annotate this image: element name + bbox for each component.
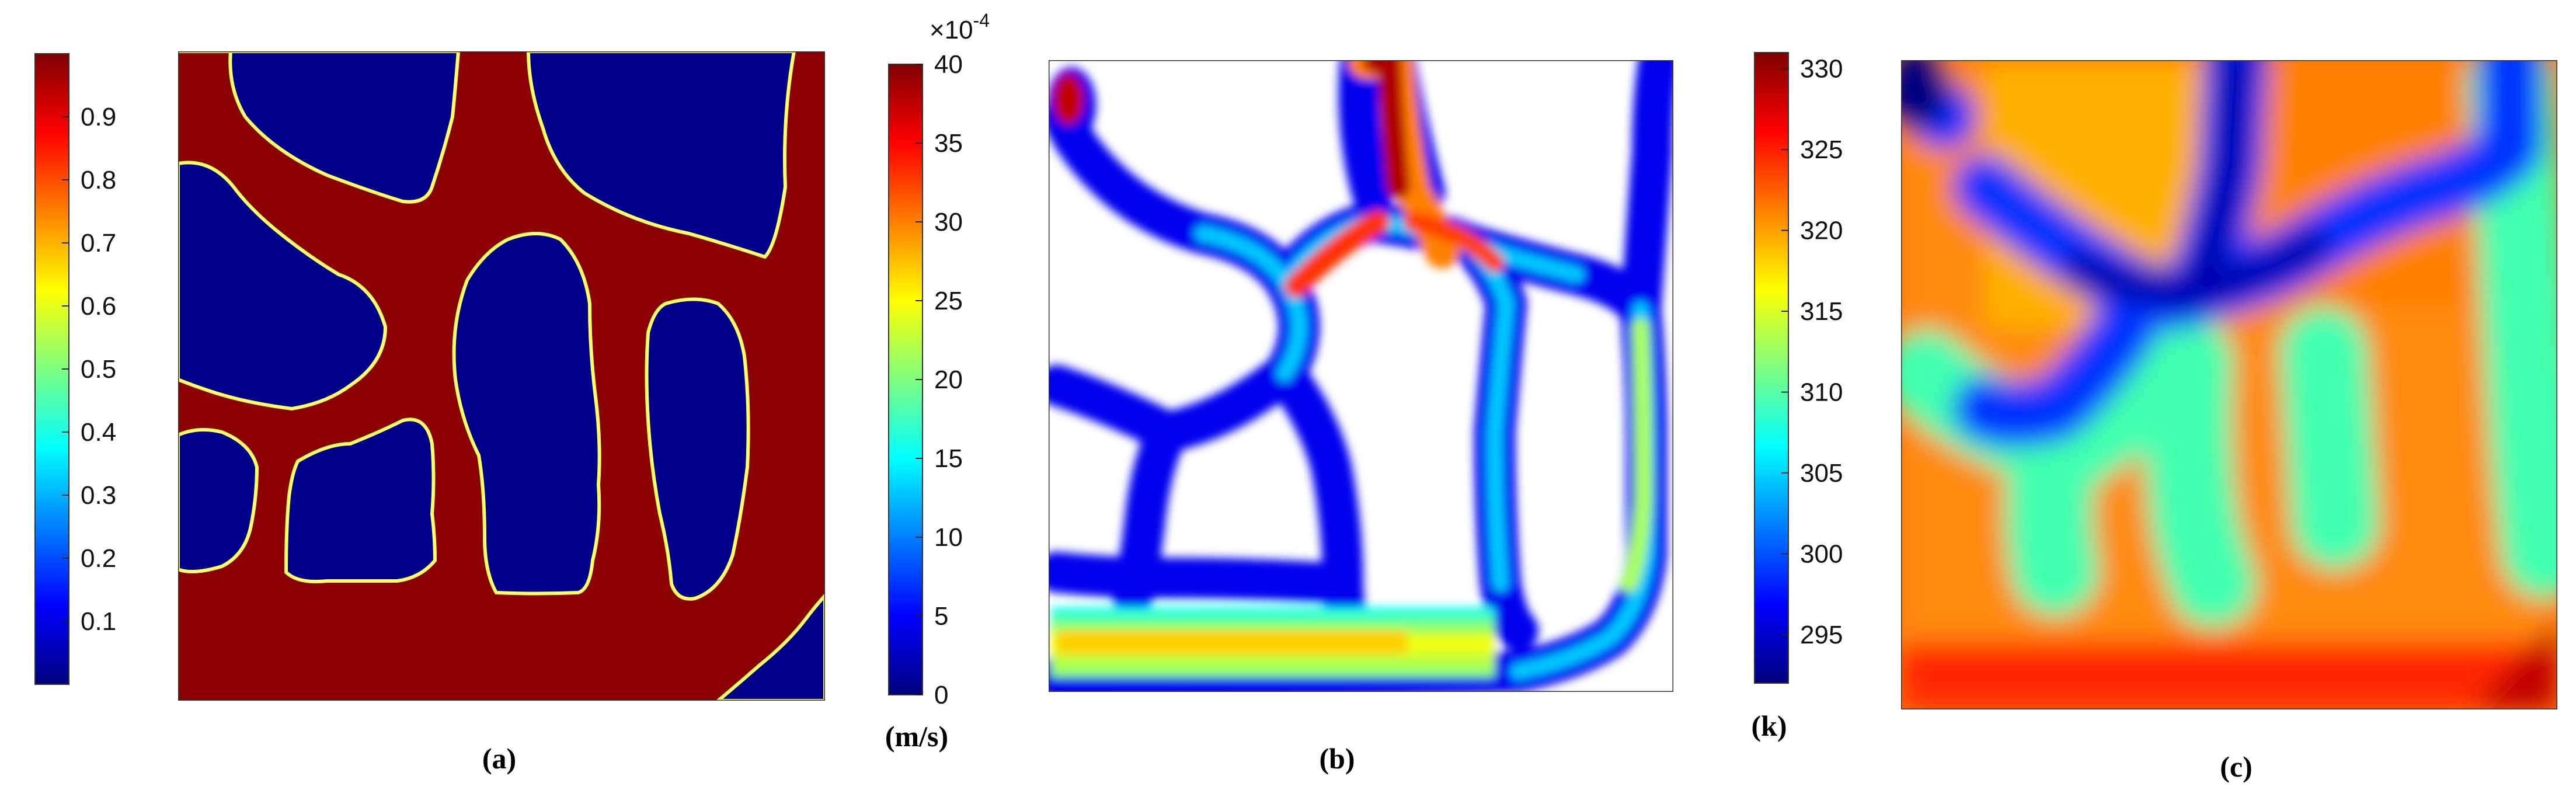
colorbar-a-ticks: 0.1 0.2 0.3 0.4 0.5 0.6 0.7 0.8 0.9 xyxy=(62,103,116,636)
colorbar-c-tick-label: 325 xyxy=(1800,135,1843,164)
caption-b: (b) xyxy=(1319,742,1355,775)
colorbar-c-ticks: 295 300 305 310 315 320 325 330 xyxy=(1781,55,1843,649)
colorbar-c-tick-label: 330 xyxy=(1800,55,1843,83)
velocity-field-b xyxy=(1049,60,1673,692)
unit-b: (m/s) xyxy=(885,720,948,753)
colorbar-b-tick-label: 30 xyxy=(934,208,963,236)
void-a-bottom-right-corner xyxy=(715,593,825,701)
colorbar-b-tick-label: 0 xyxy=(934,681,948,709)
colorbar-a-tick-label: 0.5 xyxy=(81,355,116,384)
void-a-top-left xyxy=(178,51,461,204)
colorbar-b-tick-label: 20 xyxy=(934,366,963,394)
void-a-center xyxy=(452,232,601,596)
colorbar-c-tick-label: 300 xyxy=(1800,540,1843,568)
colorbar-b-ticks: 0 5 10 15 20 25 30 35 40 xyxy=(915,50,963,709)
colorbar-b: ×10-4 0 5 10 15 20 25 30 35 40 xyxy=(888,10,990,709)
colorbar-a-tick-label: 0.2 xyxy=(81,544,116,573)
colorbar-a-tick-label: 0.6 xyxy=(81,292,116,321)
colorbar-b-tick-label: 25 xyxy=(934,287,963,315)
colorbar-a-tick-label: 0.8 xyxy=(81,166,116,194)
colorbar-c-gradient xyxy=(1754,52,1789,684)
colorbar-b-tick-label: 40 xyxy=(934,50,963,79)
colorbar-c-tick-label: 305 xyxy=(1800,459,1843,488)
colorbar-c-tick-label: 315 xyxy=(1800,297,1843,326)
colorbar-a-tick-label: 0.9 xyxy=(81,103,116,131)
unit-c: (k) xyxy=(1751,709,1787,742)
colorbar-a-tick-label: 0.3 xyxy=(81,481,116,510)
colorbar-a-tick-label: 0.4 xyxy=(81,418,116,447)
caption-c: (c) xyxy=(2220,750,2253,783)
void-regions-a xyxy=(178,51,825,701)
colorbar-b-tick-label: 5 xyxy=(934,602,948,631)
colorbar-a-tick-label: 0.7 xyxy=(81,229,116,257)
void-a-right xyxy=(645,297,750,601)
colorbar-b-tick-label: 10 xyxy=(934,523,963,552)
colorbar-b-tick-label: 35 xyxy=(934,129,963,158)
colorbar-c: 295 300 305 310 315 320 325 330 xyxy=(1754,52,1843,684)
void-a-mid-left xyxy=(178,161,388,411)
void-a-top-right xyxy=(526,51,796,259)
colorbar-b-multiplier: ×10-4 xyxy=(930,10,990,44)
colorbar-a-tick-label: 0.1 xyxy=(81,607,116,636)
heatmap-b xyxy=(1049,60,1673,692)
heatmap-a xyxy=(178,51,825,701)
void-a-lower-mid xyxy=(284,417,437,583)
void-a-lower-left xyxy=(178,428,259,573)
colorbar-c-tick-label: 310 xyxy=(1800,378,1843,407)
heatmap-c xyxy=(1901,60,2557,709)
temperature-field-c xyxy=(1901,60,2557,709)
colorbar-c-tick-label: 295 xyxy=(1800,621,1843,649)
colorbar-b-tick-label: 15 xyxy=(934,444,963,473)
caption-a: (a) xyxy=(482,742,516,775)
colorbar-a: 0.1 0.2 0.3 0.4 0.5 0.6 0.7 0.8 0.9 xyxy=(34,53,116,685)
colorbar-c-tick-label: 320 xyxy=(1800,217,1843,245)
